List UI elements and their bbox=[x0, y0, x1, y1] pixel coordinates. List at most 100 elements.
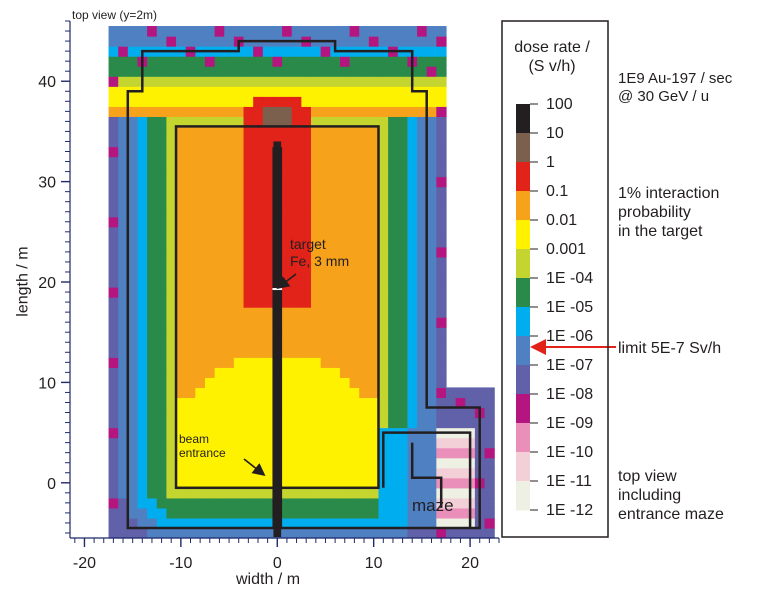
heatmap-cell bbox=[243, 467, 254, 479]
heatmap-cell bbox=[204, 276, 216, 288]
heatmap-cell bbox=[311, 477, 322, 489]
heatmap-cell bbox=[147, 347, 158, 358]
heatmap-cell bbox=[185, 226, 196, 238]
heatmap-cell bbox=[291, 146, 302, 158]
heatmap-cell bbox=[233, 317, 245, 328]
heatmap-cell bbox=[330, 427, 341, 439]
heatmap-cell bbox=[417, 116, 428, 128]
heatmap-cell bbox=[301, 196, 312, 208]
heatmap-cell bbox=[388, 136, 399, 148]
heatmap-cell bbox=[330, 297, 341, 308]
heatmap-cell bbox=[368, 266, 380, 278]
heatmap-cell bbox=[176, 317, 187, 328]
heatmap-cell bbox=[176, 517, 187, 529]
heatmap-cell bbox=[311, 407, 322, 419]
heatmap-cell bbox=[176, 377, 187, 389]
heatmap-cell bbox=[204, 287, 216, 298]
heatmap-cell bbox=[118, 517, 129, 529]
heatmap-cell bbox=[243, 216, 254, 228]
heatmap-cell bbox=[378, 96, 389, 107]
heatmap-cell bbox=[156, 126, 167, 138]
heatmap-cell bbox=[243, 56, 254, 67]
heatmap-cell bbox=[262, 46, 274, 57]
heatmap-cell bbox=[118, 287, 129, 298]
colorbar-label: 1 bbox=[546, 154, 555, 171]
heatmap-cell bbox=[320, 337, 331, 348]
heatmap-cell bbox=[436, 156, 447, 168]
heatmap-cell bbox=[436, 166, 447, 178]
heatmap-cell bbox=[436, 126, 447, 138]
heatmap-cell bbox=[388, 337, 399, 348]
heatmap-cell bbox=[118, 106, 129, 117]
heatmap-cell bbox=[426, 166, 437, 178]
heatmap-cell bbox=[166, 367, 177, 378]
heatmap-cell bbox=[214, 477, 225, 489]
heatmap-cell bbox=[320, 126, 331, 138]
heatmap-cell bbox=[388, 86, 399, 97]
heatmap-cell bbox=[397, 507, 409, 519]
heatmap-cell bbox=[301, 116, 312, 128]
heatmap-cell bbox=[339, 26, 351, 37]
heatmap-cell bbox=[185, 317, 196, 328]
heatmap-cell bbox=[253, 457, 264, 469]
heatmap-cell bbox=[282, 377, 293, 389]
heatmap-cell bbox=[118, 206, 129, 218]
heatmap-cell bbox=[108, 186, 119, 198]
heatmap-cell bbox=[214, 397, 225, 409]
colorbar-label: 1E -10 bbox=[546, 444, 593, 461]
heatmap-cell bbox=[320, 96, 331, 107]
heatmap-cell bbox=[378, 276, 389, 288]
heatmap-cell bbox=[262, 246, 274, 258]
colorbar-label: 10 bbox=[546, 125, 564, 142]
heatmap-cell bbox=[311, 246, 322, 258]
heatmap-cell bbox=[108, 407, 119, 419]
heatmap-cell bbox=[127, 427, 139, 439]
heatmap-cell bbox=[455, 457, 466, 469]
heatmap-cell bbox=[176, 497, 187, 509]
heatmap-cell bbox=[127, 226, 139, 238]
colorbar-label: 1E -04 bbox=[546, 270, 593, 287]
heatmap-cell bbox=[214, 517, 225, 529]
heatmap-cell bbox=[204, 106, 216, 117]
heatmap-cell bbox=[311, 457, 322, 469]
heatmap-cell bbox=[195, 297, 206, 308]
heatmap-cell bbox=[330, 136, 341, 148]
heatmap-cell bbox=[108, 146, 119, 158]
heatmap-cell bbox=[166, 357, 177, 368]
heatmap-cell bbox=[426, 256, 437, 268]
heatmap-cell bbox=[224, 76, 235, 87]
heatmap-cell bbox=[127, 517, 139, 529]
heatmap-cell bbox=[407, 236, 418, 248]
heatmap-cell bbox=[339, 266, 351, 278]
heatmap-cell bbox=[426, 46, 437, 57]
heatmap-cell bbox=[195, 66, 206, 77]
heatmap-cell bbox=[397, 327, 409, 338]
heatmap-cell bbox=[262, 367, 274, 378]
heatmap-cell bbox=[359, 86, 370, 97]
heatmap-cell bbox=[108, 417, 119, 429]
heatmap-cell bbox=[118, 467, 129, 479]
heatmap-cell bbox=[166, 377, 177, 389]
heatmap-cell bbox=[233, 106, 245, 117]
heatmap-cell bbox=[320, 367, 331, 378]
heatmap-cell bbox=[359, 236, 370, 248]
heatmap-cell bbox=[262, 56, 274, 67]
heatmap-cell bbox=[349, 387, 360, 399]
heatmap-cell bbox=[378, 397, 389, 409]
heatmap-cell bbox=[195, 367, 206, 378]
heatmap-cell bbox=[108, 527, 119, 539]
heatmap-cell bbox=[166, 527, 177, 539]
heatmap-cell bbox=[253, 367, 264, 378]
heatmap-cell bbox=[426, 497, 437, 509]
heatmap-cell bbox=[301, 307, 312, 318]
heatmap-cell bbox=[339, 186, 351, 198]
heatmap-cell bbox=[224, 427, 235, 439]
heatmap-cell bbox=[214, 437, 225, 449]
heatmap-cell bbox=[156, 256, 167, 268]
heatmap-cell bbox=[272, 126, 283, 138]
heatmap-cell bbox=[407, 156, 418, 168]
heatmap-cell bbox=[339, 307, 351, 318]
heatmap-cell bbox=[137, 347, 148, 358]
heatmap-cell bbox=[233, 417, 245, 429]
